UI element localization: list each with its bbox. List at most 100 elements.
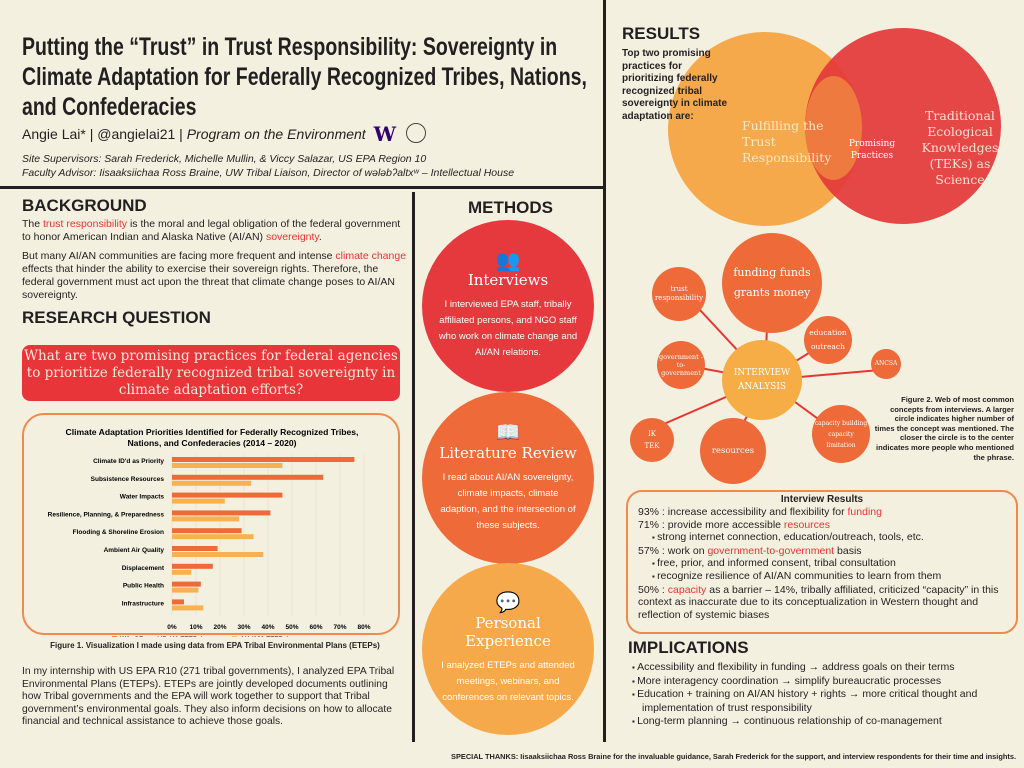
chart-title: Nations, and Confederacies (2014 – 2020)	[127, 438, 296, 448]
result-resources: 71% : provide more accessible resources	[638, 518, 831, 531]
poster-title: Putting the “Trust” in Trust Responsibil…	[22, 33, 587, 121]
web-node-resources: resources	[700, 418, 766, 484]
supervisors: Site Supervisors: Sarah Frederick, Miche…	[22, 153, 427, 165]
web-node-gov: government -to- government	[657, 341, 705, 389]
results-heading: RESULTS	[622, 24, 701, 43]
venn-left-label: Fulfilling the Trust Responsibility	[742, 118, 832, 165]
bar	[172, 463, 283, 468]
x-tick-label: 70%	[333, 624, 346, 631]
web-center: INTERVIEW ANALYSIS	[722, 340, 802, 420]
x-tick-label: 60%	[309, 624, 322, 631]
interview-results-box: Interview Results 93% : increase accessi…	[626, 490, 1018, 634]
implication-item: Accessibility and flexibility in funding…	[628, 661, 1018, 675]
people-icon: 👥	[495, 250, 521, 272]
x-tick-label: 40%	[261, 624, 274, 631]
venn-center-label: Promising Practices	[848, 139, 896, 161]
bar	[172, 457, 355, 462]
figure2-caption: Figure 2. Web of most common concepts fr…	[874, 395, 1014, 462]
category-label: Climate ID'd as Priority	[93, 458, 164, 465]
bar	[172, 563, 213, 569]
divider	[0, 186, 604, 189]
methods-heading: METHODS	[468, 198, 553, 217]
result-g2g: 57% : work on government-to-government b…	[638, 544, 862, 557]
x-tick-label: 0%	[167, 624, 177, 631]
author-line: Angie Lai* | @angielai21 | Program on th…	[22, 122, 426, 146]
bar	[172, 587, 199, 593]
program-name: Program on the Environment	[186, 126, 366, 142]
internship-text: In my internship with US EPA R10 (271 tr…	[22, 666, 395, 728]
web-node-funding: funding funds grants money	[722, 233, 822, 333]
bar	[172, 552, 264, 557]
method-interviews: 👥 Interviews I interviewed EPA staff, tr…	[422, 220, 594, 392]
bar	[172, 510, 271, 516]
research-question-heading: RESEARCH QUESTION	[22, 308, 211, 327]
venn-right-label: Traditional Ecological Knowledges (TEKs)…	[921, 108, 999, 187]
bar	[172, 605, 204, 611]
category-label: Public Health	[123, 583, 164, 590]
category-label: Subsistence Resources	[91, 476, 165, 483]
background-heading: BACKGROUND	[22, 196, 147, 215]
legend-label: AK (189 ETEPs)	[240, 636, 289, 637]
x-tick-label: 80%	[357, 624, 370, 631]
web-node-trust: trust responsibility	[652, 267, 706, 321]
divider	[412, 192, 415, 742]
implication-item: Long-term planning → continuous relation…	[628, 715, 1018, 729]
web-node-tek: IK TEK	[630, 418, 674, 462]
category-label: Ambient Air Quality	[104, 547, 165, 554]
legend-swatch	[232, 636, 237, 642]
bar	[172, 581, 201, 587]
bar	[172, 474, 324, 480]
implications-heading: IMPLICATIONS	[628, 638, 749, 657]
special-thanks: SPECIAL THANKS: Iisaaksiichaa Ross Brain…	[451, 752, 1016, 761]
x-tick-label: 20%	[213, 624, 226, 631]
implication-item: More interagency coordination → simplify…	[628, 675, 1018, 689]
web-node-capacity: capacity building capacity limitation	[812, 405, 870, 463]
bar	[172, 498, 225, 504]
book-icon: 📖	[495, 422, 521, 444]
method-literature: 📖 Literature Review I read about AI/AN s…	[422, 392, 594, 564]
bar	[172, 534, 254, 540]
author-name: Angie Lai* | @angielai21 |	[22, 126, 183, 142]
x-tick-label: 30%	[237, 624, 250, 631]
background-p2: But many AI/AN communities are facing mo…	[22, 250, 407, 301]
category-label: Flooding & Shoreline Erosion	[73, 529, 164, 536]
bar	[172, 546, 218, 551]
bar	[172, 516, 240, 522]
x-tick-label: 50%	[285, 624, 298, 631]
x-tick-label: 10%	[189, 624, 202, 631]
bar	[172, 480, 252, 486]
research-question: What are two promising practices for fed…	[22, 345, 400, 401]
chart-title: Climate Adaptation Priorities Identified…	[66, 427, 359, 437]
uw-logo: W	[373, 122, 397, 146]
divider	[603, 0, 606, 742]
category-label: Water Impacts	[120, 494, 165, 501]
bar	[172, 528, 242, 534]
background-p1: The trust responsibility is the moral an…	[22, 218, 401, 243]
web-node-education: education outreach	[804, 316, 852, 364]
legend-swatch	[112, 636, 117, 642]
results-intro: Top two promising practices for prioriti…	[622, 48, 728, 122]
implication-item: Education + training on AI/AN history + …	[628, 688, 1018, 715]
bar	[172, 569, 192, 575]
bar	[172, 599, 184, 605]
speech-bubbles-icon: 💬	[495, 592, 521, 614]
interview-results-heading: Interview Results	[780, 494, 864, 505]
web-node-ancsa: ANCSA	[871, 349, 901, 379]
epa-logo	[405, 123, 426, 143]
category-label: Resilience, Planning, & Preparedness	[48, 511, 165, 518]
result-subpoint: recognize resilience of AI/AN communitie…	[638, 570, 1006, 583]
category-label: Infrastructure	[122, 600, 165, 607]
method-personal: 💬 Personal Experience I analyzed ETEPs a…	[422, 563, 594, 735]
result-capacity: 50% : capacity as a barrier – 14%, triba…	[638, 583, 999, 621]
venn-overlap	[805, 76, 862, 180]
category-label: Displacement	[122, 565, 165, 572]
legend-label: WA, OR, and ID (41 ETEPs)	[120, 636, 203, 637]
chart-frame	[22, 413, 400, 635]
figure1-caption: Figure 1. Visualization I made using dat…	[50, 641, 380, 650]
advisor: Faculty Advisor: Iisaaksiichaa Ross Brai…	[22, 167, 515, 179]
bar-chart: Climate Adaptation Priorities Identified…	[22, 415, 402, 643]
result-funding: 93% : increase accessibility and flexibi…	[638, 506, 882, 519]
result-subpoint: free, prior, and informed consent, triba…	[638, 557, 1006, 570]
bar	[172, 492, 283, 498]
result-subpoint: strong internet connection, education/ou…	[638, 531, 1006, 544]
